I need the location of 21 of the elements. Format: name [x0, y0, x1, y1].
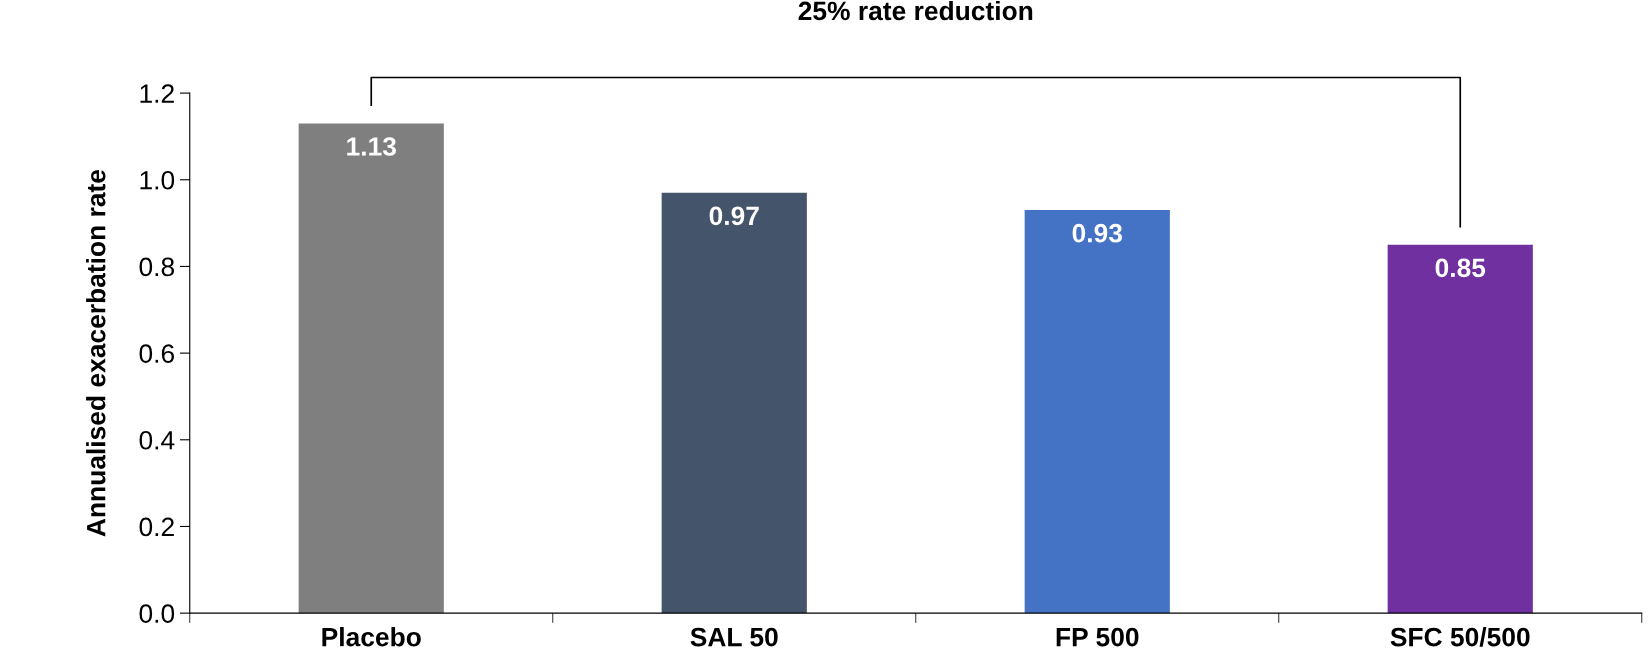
y-axis-title: Annualised exacerbation rate — [86, 169, 106, 537]
y-tick-label: 1.0 — [140, 170, 175, 190]
text: 25% rate reduction — [798, 0, 1033, 21]
bar — [1387, 244, 1533, 614]
y-tick-label: 0.4 — [139, 430, 175, 450]
x-tick-label: SFC 50/500 — [1390, 627, 1530, 647]
data-label: 0.85 — [1435, 258, 1486, 278]
y-tick-label: 0.0 — [139, 604, 175, 623]
y-tick-label: 1.2 — [140, 84, 174, 103]
data-label: 0.93 — [1072, 223, 1122, 243]
x-tick-label: FP 500 — [1056, 627, 1139, 647]
x-tick-label: Placebo — [322, 627, 421, 647]
bar — [298, 123, 444, 614]
x-tick-label: SAL 50 — [690, 627, 778, 647]
bar — [661, 192, 807, 614]
y-tick-label: 0.6 — [139, 344, 175, 363]
y-tick-label: 0.8 — [139, 257, 175, 277]
bar — [1024, 210, 1170, 614]
data-label: 0.97 — [709, 206, 759, 226]
y-tick-label: 0.2 — [139, 517, 174, 537]
data-label: 1.13 — [347, 137, 396, 156]
